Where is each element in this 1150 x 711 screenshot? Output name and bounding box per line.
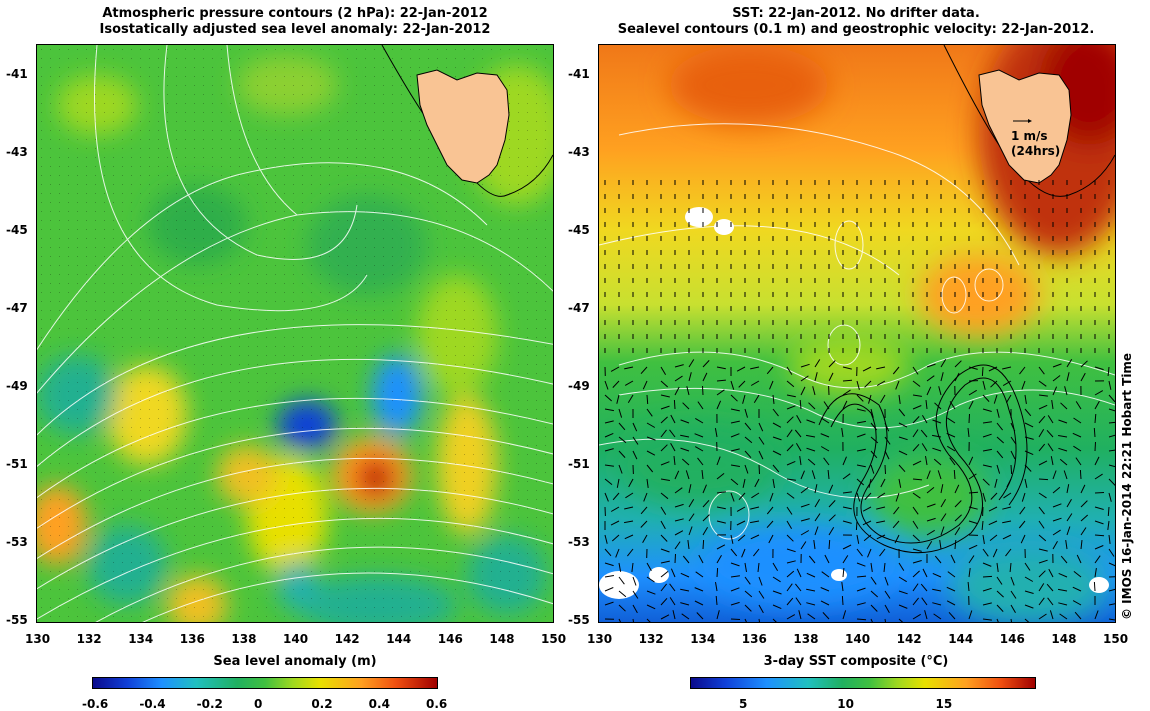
longitude-tick-label: 150: [541, 632, 566, 646]
latitude-tick-label: -47: [6, 301, 28, 315]
velocity-arrow: [969, 414, 970, 423]
longitude-tick-label: 150: [1103, 632, 1128, 646]
velocity-arrow: [1094, 428, 1095, 437]
latitude-tick-label: -55: [568, 613, 590, 627]
velocity-arrow: [1094, 582, 1095, 591]
velocity-arrow: [842, 596, 843, 605]
velocity-arrow: [1095, 442, 1096, 451]
longitude-tick-label: 140: [283, 632, 308, 646]
velocity-scale-line2: (24hrs): [1011, 144, 1060, 159]
latitude-tick-label: -47: [568, 301, 590, 315]
left-colorbar-title: Sea level anomaly (m): [36, 654, 554, 669]
longitude-tick-label: 130: [587, 632, 612, 646]
latitude-tick-label: -53: [6, 535, 28, 549]
velocity-arrow: [1080, 470, 1081, 479]
velocity-arrow: [983, 576, 992, 577]
latitude-tick-label: -51: [568, 457, 590, 471]
longitude-tick-label: 142: [335, 632, 360, 646]
velocity-arrow: [675, 554, 676, 563]
latitude-tick-label: -41: [6, 67, 28, 81]
velocity-arrow: [703, 540, 704, 549]
colorbar-tick-label: -0.6: [82, 697, 108, 711]
latitude-tick-label: -45: [568, 223, 590, 237]
velocity-arrow: [731, 619, 740, 620]
longitude-tick-label: 136: [742, 632, 767, 646]
longitude-tick-label: 144: [386, 632, 411, 646]
imos-credit: © IMOS 16-Jan-2014 22:21 Hobart Time: [1120, 353, 1134, 620]
colorbar-tick-label: 5: [739, 697, 747, 711]
velocity-arrow: [1039, 479, 1048, 480]
longitude-tick-label: 146: [1000, 632, 1025, 646]
longitude-tick-label: 148: [1051, 632, 1076, 646]
velocity-arrow: [982, 367, 983, 376]
longitude-tick-label: 134: [690, 632, 715, 646]
sst-map: 1 m/s (24hrs): [598, 44, 1116, 623]
colorbar-tick-label: -0.4: [139, 697, 165, 711]
velocity-arrow: [647, 395, 648, 404]
right-title-line2: Sealevel contours (0.1 m) and geostrophi…: [598, 22, 1114, 38]
colorbar-tick-label: 0: [254, 697, 262, 711]
latitude-tick-label: -49: [568, 379, 590, 393]
velocity-arrow: [674, 400, 675, 409]
velocity-scale-label: 1 m/s (24hrs): [1011, 129, 1060, 159]
velocity-arrow: [717, 568, 718, 577]
latitude-tick-label: -55: [6, 613, 28, 627]
latitude-tick-label: -51: [6, 457, 28, 471]
left-map-title: Atmospheric pressure contours (2 hPa): 2…: [36, 6, 554, 38]
longitude-tick-label: 138: [231, 632, 256, 646]
longitude-tick-label: 148: [489, 632, 514, 646]
longitude-tick-label: 134: [128, 632, 153, 646]
velocity-arrow: [843, 380, 852, 381]
velocity-arrow: [1108, 507, 1109, 516]
colorbar-tick-label: 0.4: [369, 697, 390, 711]
velocity-arrow: [1011, 465, 1012, 474]
latitude-tick-label: -41: [568, 67, 590, 81]
longitude-tick-label: 144: [948, 632, 973, 646]
latitude-tick-label: -49: [6, 379, 28, 393]
sea-level-anomaly-colorbar: [92, 677, 438, 689]
right-map-title: SST: 22-Jan-2012. No drifter data. Seale…: [598, 6, 1114, 38]
longitude-tick-label: 136: [180, 632, 205, 646]
latitude-tick-label: -43: [6, 145, 28, 159]
colorbar-tick-label: 15: [936, 697, 953, 711]
velocity-arrow: [1095, 535, 1104, 536]
longitude-tick-label: 132: [77, 632, 102, 646]
sst-colorbar: [690, 677, 1036, 689]
velocity-arrow: [829, 540, 830, 549]
colorbar-tick-label: 0.2: [311, 697, 332, 711]
velocity-arrow: [759, 465, 760, 474]
velocity-scale-line1: 1 m/s: [1011, 129, 1060, 144]
longitude-tick-label: 132: [639, 632, 664, 646]
velocity-arrow: [1095, 493, 1104, 494]
sla-map-canvas: [37, 45, 553, 622]
longitude-tick-label: 146: [438, 632, 463, 646]
velocity-arrow: [954, 470, 955, 479]
velocity-arrow: [703, 386, 704, 395]
right-title-line1: SST: 22-Jan-2012. No drifter data.: [598, 6, 1114, 22]
longitude-tick-label: 142: [897, 632, 922, 646]
velocity-arrow: [885, 465, 886, 474]
latitude-tick-label: -43: [568, 145, 590, 159]
longitude-tick-label: 140: [845, 632, 870, 646]
colorbar-tick-label: -0.2: [197, 697, 223, 711]
longitude-tick-label: 138: [793, 632, 818, 646]
colorbar-tick-label: 10: [837, 697, 854, 711]
left-title-line2: Isostatically adjusted sea level anomaly…: [36, 22, 554, 38]
colorbar-tick-label: 0.6: [426, 697, 447, 711]
sea-level-anomaly-map: [36, 44, 554, 623]
latitude-tick-label: -53: [568, 535, 590, 549]
velocity-arrow: [856, 521, 857, 530]
left-title-line1: Atmospheric pressure contours (2 hPa): 2…: [36, 6, 554, 22]
latitude-tick-label: -45: [6, 223, 28, 237]
longitude-tick-label: 130: [25, 632, 50, 646]
right-colorbar-title: 3-day SST composite (°C): [598, 654, 1114, 669]
